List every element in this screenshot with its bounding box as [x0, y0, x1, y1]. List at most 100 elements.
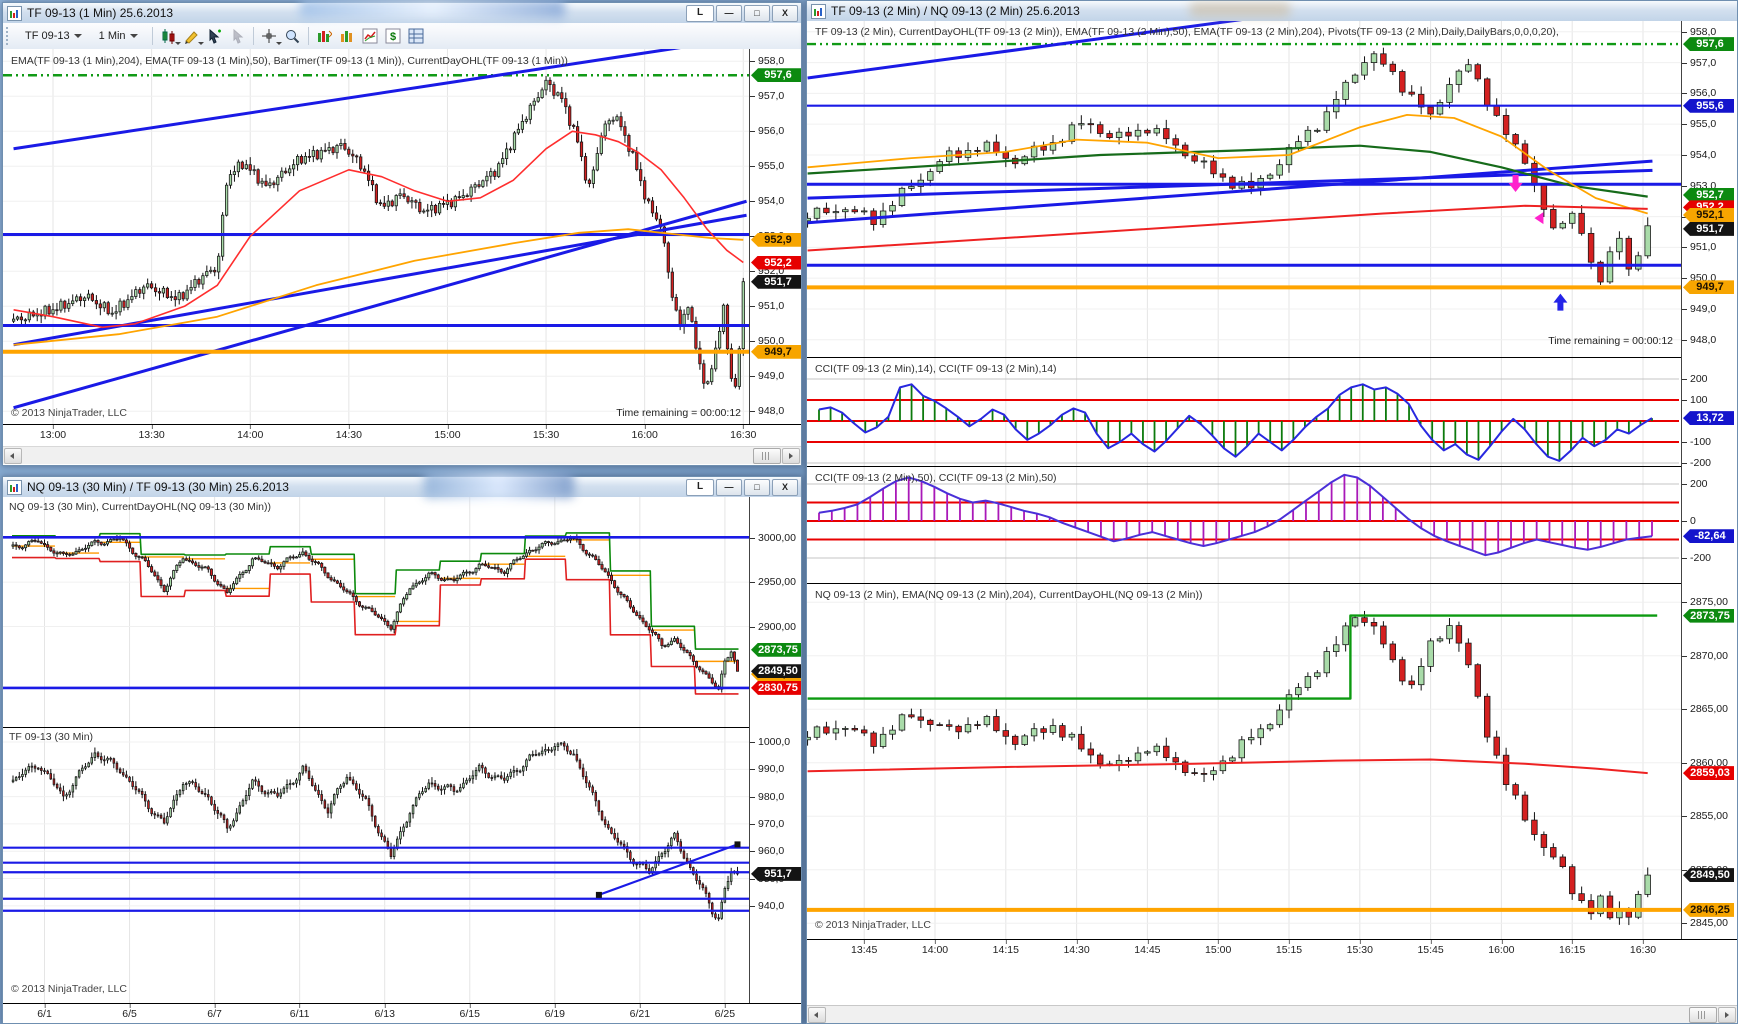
candlestick-chart-tf-2min[interactable] [807, 21, 1681, 357]
scroll-right-button[interactable] [782, 448, 800, 464]
chart-window-icon [811, 3, 826, 19]
time-tick: 6/21 [629, 1004, 651, 1020]
panel-divider[interactable] [807, 583, 1737, 584]
scroll-left-button[interactable] [4, 448, 22, 464]
price-axis[interactable]: 958,0957,0956,0955,0954,0953,0952,0951,0… [749, 49, 801, 424]
cci-indicator-panel[interactable] [807, 357, 1681, 466]
scroll-left-button[interactable] [808, 1007, 826, 1023]
chevron-down-icon [129, 34, 138, 38]
time-tick: 15:45 [1417, 940, 1444, 956]
maximize-button[interactable]: □ [744, 479, 770, 496]
price-tag: 2873,75 [751, 642, 801, 657]
price-axis[interactable]: 958,0957,0956,0955,0954,0953,0952,0951,0… [1681, 21, 1737, 939]
indicator-label: NQ 09-13 (30 Min), CurrentDayOHL(NQ 09-1… [9, 501, 271, 513]
price-tick: 2875,00 [1682, 596, 1728, 608]
time-tick: 16:30 [1629, 940, 1657, 956]
price-tag: 2849,50 [751, 664, 801, 679]
time-tick: 16:30 [730, 425, 757, 441]
time-axis[interactable]: 6/1 6/5 6/7 6/11 6/13 6/15 6/19 6/21 6/25 [3, 1003, 801, 1023]
price-tag: 957,6 [751, 68, 801, 83]
candlestick-chart-tf-1min[interactable] [3, 49, 749, 424]
indicator-label: EMA(TF 09-13 (1 Min),204), EMA(TF 09-13 … [11, 55, 568, 67]
cursor-icon[interactable] [227, 26, 248, 47]
indicators-icon[interactable] [360, 26, 381, 47]
price-tick: 2865,00 [1682, 703, 1728, 715]
scrollbar-handle[interactable] [753, 448, 781, 464]
price-tag: 13,72 [1683, 411, 1734, 426]
candlestick-chart-tf-30min[interactable] [3, 727, 749, 1003]
time-tick: 15:15 [1275, 940, 1303, 956]
time-axis[interactable]: 13:00 13:30 14:00 14:30 15:00 15:30 16:00 16:30 [3, 424, 801, 445]
price-tick: 948,0 [750, 405, 784, 417]
panel-divider[interactable] [807, 357, 1737, 358]
chart-toolbar: TF 09-13 1 Min $ [3, 23, 801, 50]
data-series-icon[interactable] [314, 26, 335, 47]
chart-window-tf-1min: TF 09-13 (1 Min) 25.6.2013 L — □ X TF 09… [2, 2, 802, 466]
interval-selector[interactable]: 1 Min [92, 27, 145, 45]
minimize-button[interactable]: — [716, 5, 742, 22]
scrollbar-handle[interactable] [1689, 1007, 1717, 1023]
price-tick: 1000,0 [750, 736, 790, 748]
indicator-label: TF 09-13 (30 Min) [9, 731, 94, 743]
link-button[interactable]: L [686, 5, 714, 22]
draw-tool-icon[interactable] [181, 26, 204, 47]
time-tick: 13:00 [39, 425, 67, 441]
price-tag: 952,2 [751, 255, 801, 270]
price-tick: -100 [1682, 436, 1711, 448]
price-tag: 957,6 [1683, 37, 1734, 52]
time-tick: 16:15 [1559, 940, 1586, 956]
chart-trader-icon[interactable] [337, 26, 358, 47]
price-tick: 951,0 [1682, 241, 1716, 253]
chart-area-tf-nq-2min[interactable]: TF 09-13 (2 Min), CurrentDayOHL(TF 09-13… [807, 21, 1737, 983]
price-tag: 2830,75 [751, 680, 801, 695]
horizontal-scrollbar[interactable] [807, 1005, 1737, 1023]
zoom-icon[interactable] [282, 26, 303, 47]
chart-area-nq-tf-30min[interactable]: NQ 09-13 (30 Min), CurrentDayOHL(NQ 09-1… [3, 497, 801, 1023]
horizontal-scrollbar[interactable] [3, 446, 801, 464]
price-tick: 949,0 [1682, 303, 1716, 315]
time-tick: 13:30 [138, 425, 165, 441]
panel-divider[interactable] [3, 727, 801, 728]
price-tick: 940,0 [750, 900, 784, 912]
crosshair-icon[interactable] [259, 26, 282, 47]
candlestick-chart-nq-30min[interactable] [3, 497, 749, 727]
window-title: TF 09-13 (1 Min) 25.6.2013 [27, 6, 174, 20]
indicator-label: CCI(TF 09-13 (2 Min),14), CCI(TF 09-13 (… [815, 363, 1057, 375]
minimize-button[interactable]: — [716, 479, 742, 496]
signal-arrow-down [1508, 174, 1523, 192]
time-tick: 6/11 [289, 1004, 310, 1020]
time-tick: 14:00 [921, 940, 949, 956]
price-tick: 954,0 [750, 195, 784, 207]
fundamentals-icon[interactable]: $ [383, 26, 404, 47]
maximize-button[interactable]: □ [744, 5, 770, 22]
blurred-region [424, 472, 574, 498]
window-title: TF 09-13 (2 Min) / NQ 09-13 (2 Min) 25.6… [831, 4, 1080, 18]
close-button[interactable]: X [772, 5, 798, 22]
time-tick: 6/13 [374, 1004, 395, 1020]
chart-area-tf-1min[interactable]: EMA(TF 09-13 (1 Min),204), EMA(TF 09-13 … [3, 49, 801, 465]
price-tick: 980,0 [750, 791, 784, 803]
time-tick: 6/25 [714, 1004, 736, 1020]
price-tick: 200 [1682, 373, 1708, 385]
link-button[interactable]: L [686, 479, 714, 496]
candlestick-chart-nq-2min[interactable] [807, 583, 1681, 939]
toolbar-grip[interactable] [6, 27, 13, 45]
properties-icon[interactable] [406, 26, 427, 47]
cci-indicator-panel[interactable] [807, 466, 1681, 583]
price-axis[interactable]: 3000,002950,002900,002873,752846,252849,… [749, 497, 801, 1003]
cursor-add-icon[interactable] [204, 26, 225, 47]
panel-divider[interactable] [807, 466, 1737, 467]
chart-style-icon[interactable] [158, 26, 181, 47]
price-tick: 950,0 [750, 335, 784, 347]
time-axis[interactable]: 13:45 14:00 14:15 14:30 14:45 15:00 15:15 15:30… [807, 939, 1737, 960]
blurred-region [1190, 2, 1290, 17]
indicator-label: CCI(TF 09-13 (2 Min),50), CCI(TF 09-13 (… [815, 472, 1057, 484]
instrument-selector[interactable]: TF 09-13 [18, 27, 89, 45]
scroll-right-button[interactable] [1718, 1007, 1736, 1023]
price-tick: 0 [1682, 515, 1696, 527]
close-button[interactable]: X [772, 479, 798, 496]
price-tag: 951,7 [751, 866, 801, 881]
price-tick: 958,0 [750, 55, 784, 67]
window-titlebar[interactable]: NQ 09-13 (30 Min) / TF 09-13 (30 Min) 25… [3, 477, 801, 498]
